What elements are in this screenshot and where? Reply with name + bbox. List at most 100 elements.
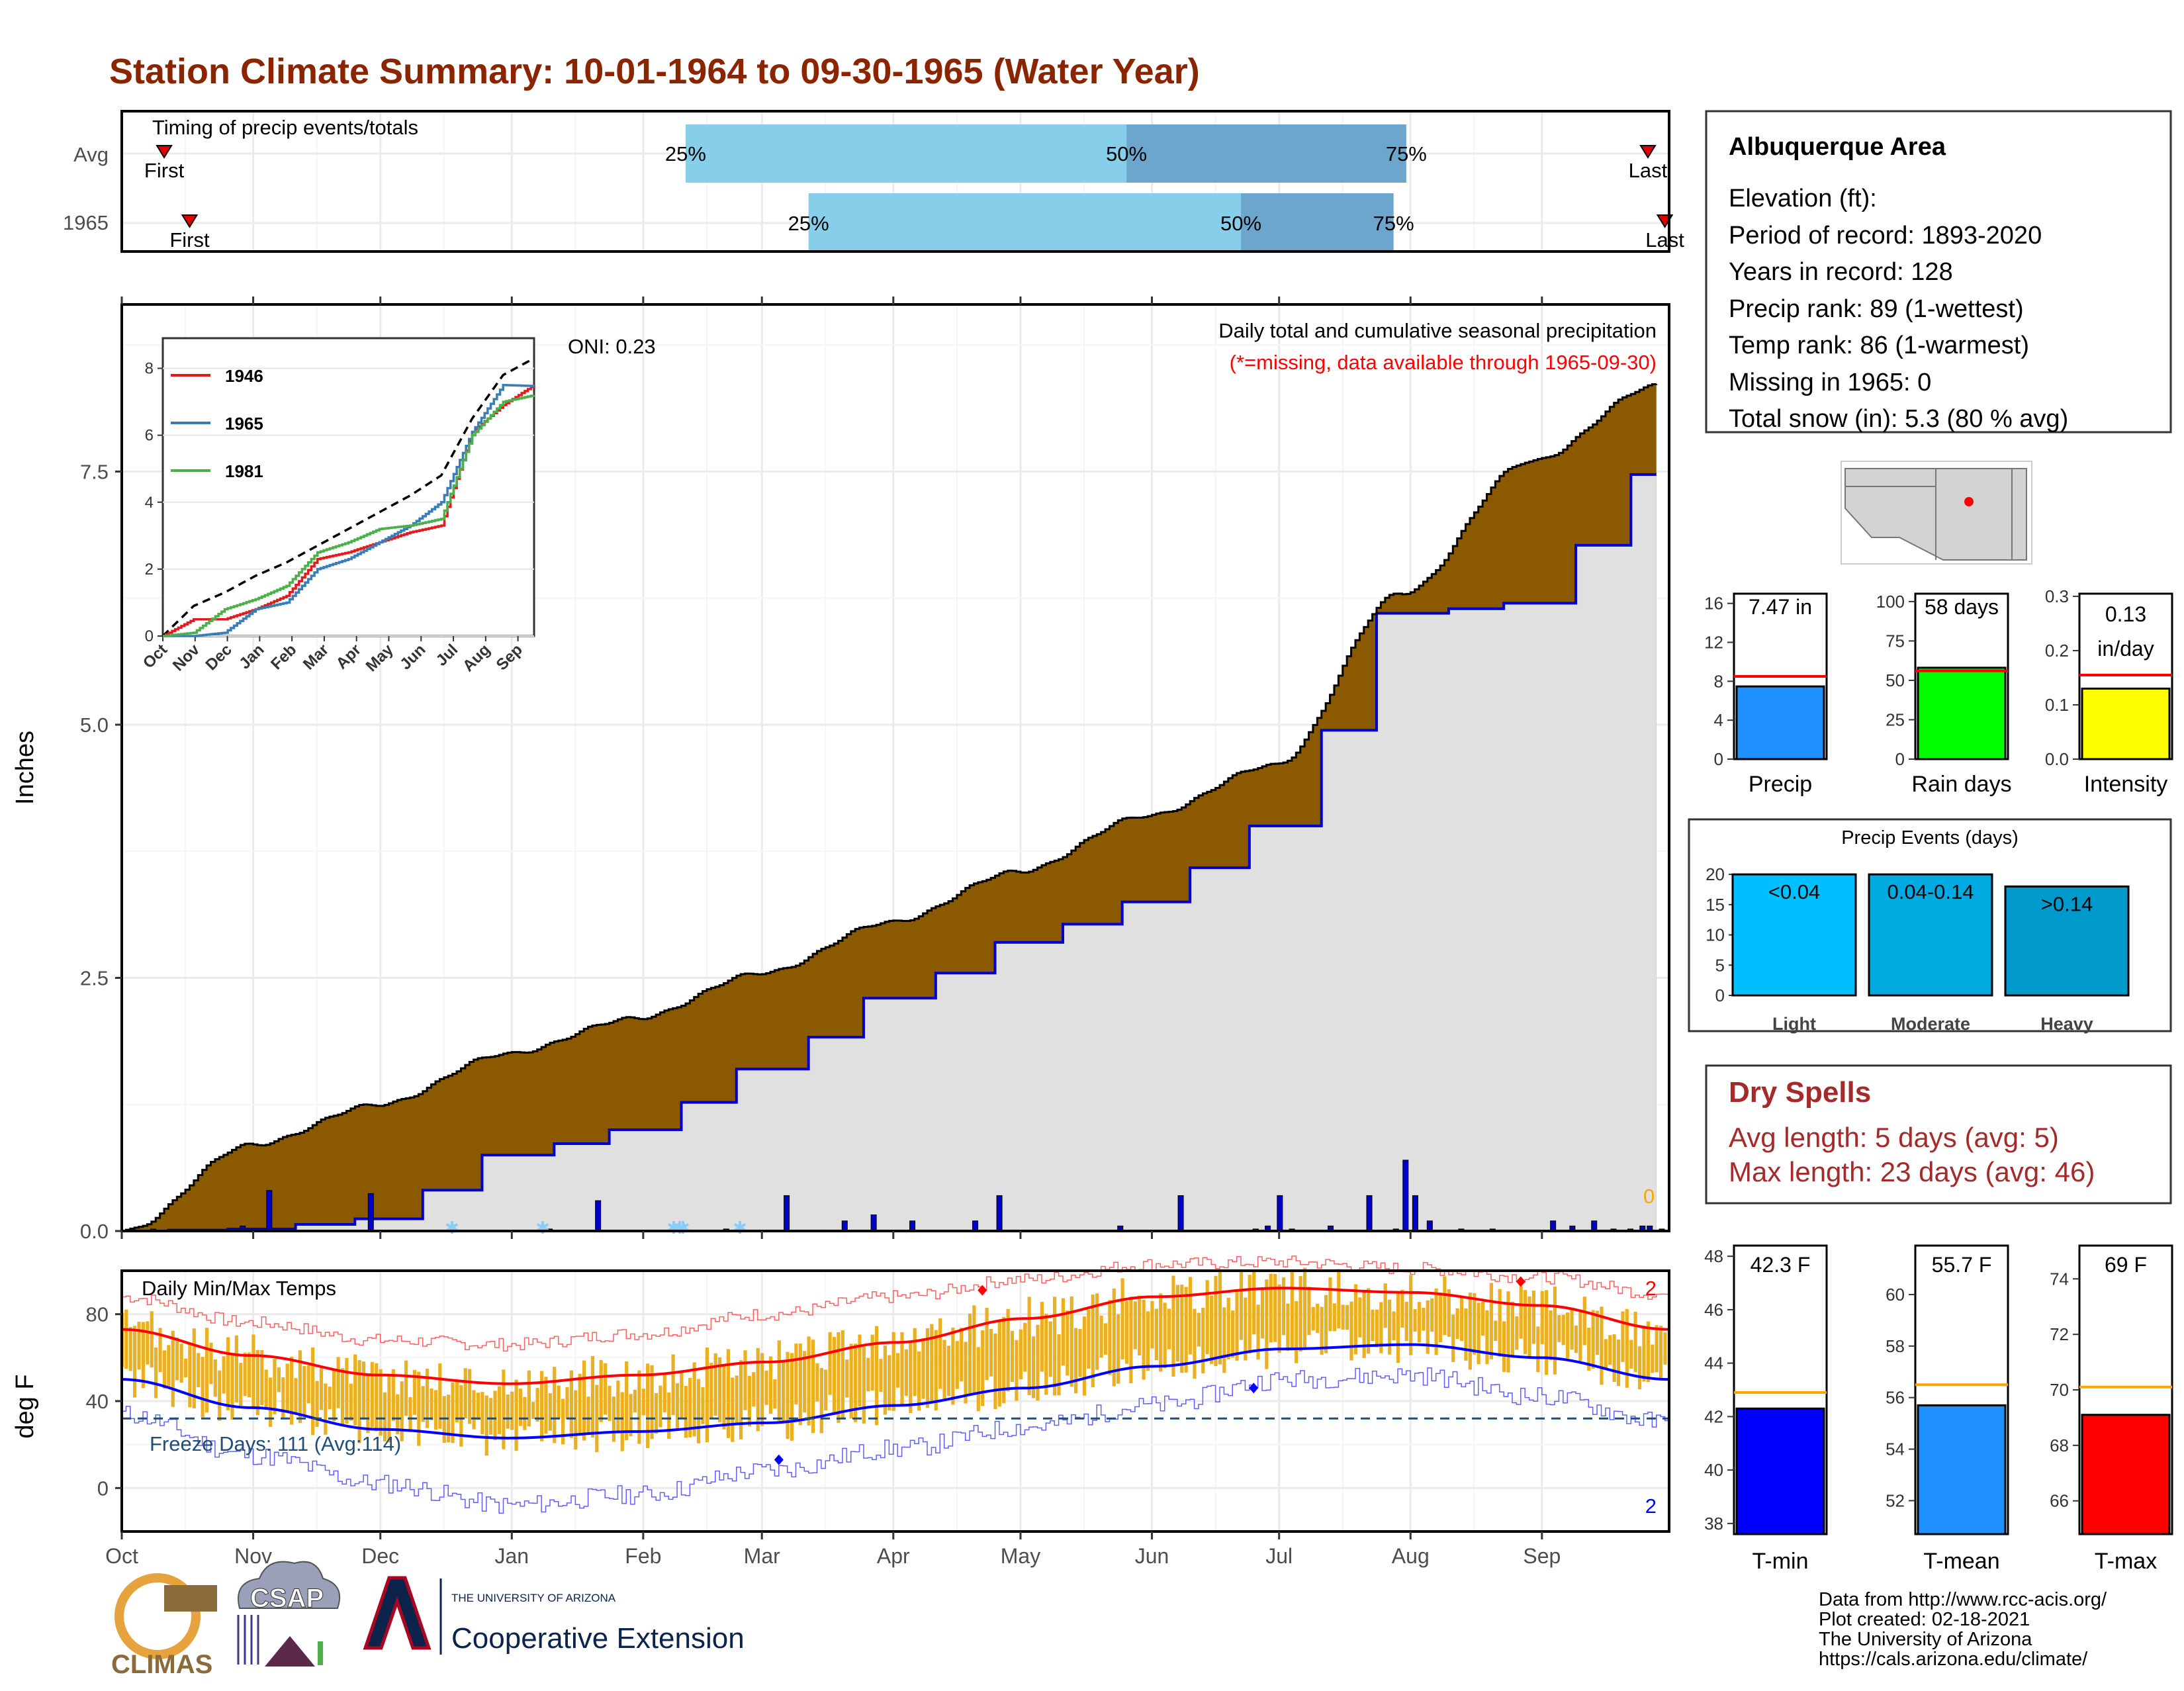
daily-temp-bar [968, 1313, 972, 1395]
daily-temp-bar [544, 1377, 548, 1434]
daily-temp-bar [650, 1365, 654, 1440]
daily-temp-bar [128, 1327, 132, 1371]
daily-temp-bar [201, 1357, 205, 1418]
precip-events-box: Precip Events (days) 05101520<0.04Light0… [1688, 818, 2172, 1034]
daily-temp-bar [921, 1338, 925, 1399]
daily-temp-bar [1231, 1310, 1235, 1358]
daily-temp-bar [1451, 1314, 1455, 1362]
page-title: Station Climate Summary: 10-01-1964 to 0… [109, 52, 1200, 91]
temp-summary-tick-label: 48 [1704, 1246, 1723, 1266]
daily-temp-bar [747, 1375, 752, 1427]
daily-temp-bar [659, 1385, 662, 1428]
daily-temp-bar [942, 1340, 946, 1401]
last-event-marker [1639, 145, 1657, 159]
daily-temp-bar [417, 1371, 421, 1446]
timing-panel-frame [120, 110, 1670, 253]
daily-temp-bar [298, 1350, 302, 1424]
daily-temp-bar [404, 1360, 408, 1416]
temp-summary-value: 69 F [2105, 1253, 2147, 1277]
inset-y-tick-label: 2 [145, 561, 154, 578]
ua-cooperative-extension-logo[interactable]: THE UNIVERSITY OF ARIZONA Cooperative Ex… [363, 1576, 745, 1655]
daily-temp-bar [1180, 1284, 1184, 1373]
record-high-marker [1516, 1276, 1525, 1287]
daily-temp-bar [1422, 1308, 1426, 1331]
mini-bar-tick-label: 4 [1714, 710, 1723, 730]
daily-temp-bar [1091, 1294, 1095, 1388]
daily-temp-bar [1404, 1301, 1408, 1342]
daily-temp-bar [625, 1361, 629, 1441]
daily-temp-bar [234, 1335, 238, 1402]
daily-temp-bar [1417, 1302, 1422, 1343]
snow-marker: ✱ [733, 1218, 747, 1238]
info-missing: Missing in 1965: 0 [1729, 369, 1931, 396]
daily-temp-bar [1362, 1291, 1366, 1358]
daily-temp-bar [1057, 1334, 1061, 1396]
mini-bar-label: Rain days [1911, 772, 2011, 797]
daily-temp-bar [574, 1390, 578, 1450]
daily-temp-bar [1430, 1298, 1434, 1332]
month-label: Sep [1523, 1544, 1561, 1568]
inset-line-1981 [163, 394, 535, 637]
daily-temp-bar [1480, 1301, 1485, 1336]
daily-temp-bar [731, 1377, 735, 1442]
daily-temp-bar [162, 1350, 167, 1389]
climas-logo-text: CLIMAS [111, 1650, 212, 1679]
daily-temp-bar [468, 1369, 472, 1424]
climas-logo[interactable]: CLIMAS [111, 1573, 217, 1679]
daily-temp-bar [1587, 1328, 1591, 1371]
normal-min-line [121, 1343, 1670, 1440]
record-min-line [122, 1367, 1670, 1514]
daily-temp-bar [167, 1345, 171, 1388]
snow-marker: ✱ [676, 1218, 690, 1238]
daily-temp-bar [1455, 1308, 1459, 1340]
daily-temp-bar [1129, 1297, 1133, 1383]
events-category-label: Moderate [1891, 1014, 1970, 1034]
daily-temp-bar [1087, 1309, 1091, 1369]
csap-logo[interactable]: CSAP [237, 1561, 341, 1667]
temp-summary-tick-label: 42 [1704, 1406, 1723, 1426]
daily-temp-bar [1277, 1284, 1281, 1353]
events-y-tick-label: 5 [1715, 955, 1725, 975]
events-bar-label: >0.14 [2041, 892, 2093, 915]
mini-bar-rain-days [1917, 666, 2007, 760]
daily-temp-bar [671, 1354, 675, 1416]
daily-temp-bar [1095, 1293, 1099, 1370]
daily-temp-bar [1260, 1288, 1265, 1339]
daily-temp-bar [1281, 1277, 1286, 1336]
inset-frame [161, 337, 535, 637]
daily-temp-bar [837, 1332, 841, 1423]
daily-temp-bar [1379, 1302, 1383, 1353]
daily-temp-bar [828, 1332, 832, 1395]
daily-temp-bar [1316, 1303, 1320, 1334]
temp-y-tick-label: 0 [97, 1477, 109, 1500]
events-category-label: Heavy [2040, 1014, 2093, 1034]
daily-temp-bar [946, 1346, 951, 1396]
daily-temp-bar [891, 1332, 895, 1411]
daily-temp-bar [1027, 1297, 1031, 1395]
daily-temp-bar [608, 1385, 612, 1422]
temp-panel: 0 40 80 deg F Daily Min/Max Temps Freeze D… [11, 1256, 1670, 1568]
timing-bar-q3 [1126, 124, 1406, 183]
record-high-marker [978, 1285, 987, 1296]
daily-temp-bar [124, 1309, 128, 1369]
daily-temp-bar [306, 1365, 310, 1404]
month-label: Oct [105, 1544, 138, 1568]
daily-temp-bar [879, 1359, 883, 1392]
daily-temp-bar [463, 1368, 467, 1419]
daily-temp-bar [285, 1363, 289, 1412]
daily-temp-bar [637, 1370, 641, 1444]
daily-temp-bar [222, 1356, 226, 1394]
temp-summary-tick-label: 74 [2050, 1269, 2069, 1289]
daily-temp-bar [662, 1374, 666, 1412]
daily-temp-bar [578, 1373, 582, 1435]
daily-temp-bar [1553, 1286, 1557, 1375]
events-bar-label: <0.04 [1768, 880, 1820, 903]
daily-temp-bar [518, 1389, 523, 1426]
daily-temp-bar [692, 1362, 696, 1437]
daily-temp-bar [1328, 1277, 1332, 1332]
daily-precip-bar [1277, 1195, 1283, 1232]
temperature-summary-bars: 38 40 42 44 46 48 42.3 F T-min 52 54 56 58 60 55.7 F T… [1704, 1244, 2173, 1574]
daily-temp-bar [896, 1353, 900, 1388]
daily-temp-bar [1120, 1278, 1124, 1359]
daily-temp-bar [311, 1347, 315, 1436]
